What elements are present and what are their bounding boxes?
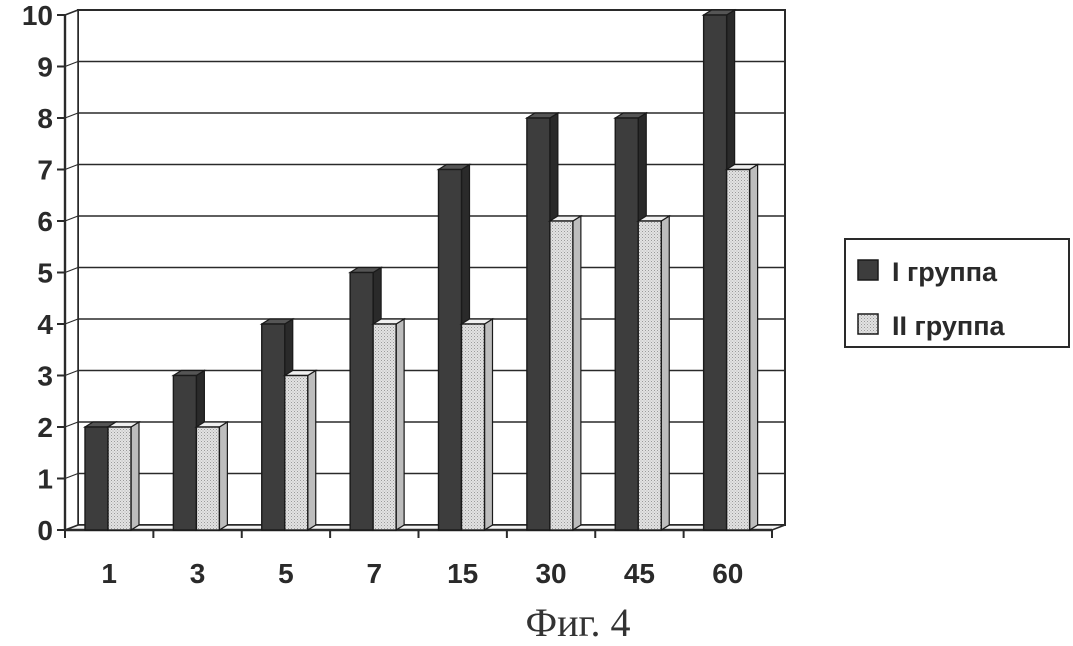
legend-label-series-2: II группа bbox=[892, 311, 1006, 341]
bar-side bbox=[308, 371, 316, 531]
x-tick-label: 30 bbox=[535, 558, 566, 589]
x-tick-label: 1 bbox=[101, 558, 117, 589]
legend-swatch-series-2 bbox=[858, 314, 878, 334]
bar-front bbox=[527, 118, 550, 530]
y-tick-label: 7 bbox=[37, 155, 53, 186]
x-tick-label: 45 bbox=[624, 558, 655, 589]
bar-side bbox=[573, 216, 581, 530]
bar bbox=[727, 165, 758, 531]
x-tick-label: 15 bbox=[447, 558, 478, 589]
figure-caption: Фиг. 4 bbox=[526, 600, 631, 645]
bar-front bbox=[285, 376, 308, 531]
legend: I группа II группа bbox=[845, 239, 1069, 347]
bar-front bbox=[196, 427, 219, 530]
bar bbox=[550, 216, 581, 530]
bar-front bbox=[462, 324, 485, 530]
bar-front bbox=[350, 273, 373, 531]
bar-side bbox=[396, 319, 404, 530]
y-tick-label: 4 bbox=[37, 309, 53, 340]
bar-front bbox=[727, 170, 750, 531]
plot-area bbox=[57, 10, 785, 538]
bar bbox=[462, 319, 493, 530]
legend-swatch-series-1 bbox=[858, 260, 878, 280]
y-tick-label: 10 bbox=[22, 0, 53, 31]
bar-side bbox=[131, 422, 139, 530]
bar-front bbox=[550, 221, 573, 530]
bar-front bbox=[638, 221, 661, 530]
bar-front bbox=[704, 15, 727, 530]
bar-side bbox=[485, 319, 493, 530]
bar-front bbox=[615, 118, 638, 530]
y-tick-label: 3 bbox=[37, 361, 53, 392]
bar-front bbox=[373, 324, 396, 530]
bar-side bbox=[661, 216, 669, 530]
y-tick-label: 8 bbox=[37, 103, 53, 134]
bar-front bbox=[439, 170, 462, 531]
y-tick-label: 9 bbox=[37, 52, 53, 83]
x-tick-label: 7 bbox=[367, 558, 383, 589]
bar-front bbox=[173, 376, 196, 531]
legend-label-series-1: I группа bbox=[892, 257, 998, 287]
bar bbox=[373, 319, 404, 530]
y-tick-label: 0 bbox=[37, 515, 53, 546]
bar-front bbox=[85, 427, 108, 530]
x-tick-label: 3 bbox=[190, 558, 206, 589]
x-tick-label: 5 bbox=[278, 558, 294, 589]
bar-side bbox=[750, 165, 758, 531]
bar-front bbox=[108, 427, 131, 530]
bar bbox=[108, 422, 139, 530]
y-tick-label: 1 bbox=[37, 464, 53, 495]
bar-front bbox=[262, 324, 285, 530]
bar bbox=[285, 371, 316, 531]
bar-side bbox=[219, 422, 227, 530]
bar bbox=[196, 422, 227, 530]
bar bbox=[638, 216, 669, 530]
y-tick-label: 5 bbox=[37, 258, 53, 289]
y-tick-label: 2 bbox=[37, 412, 53, 443]
y-tick-label: 6 bbox=[37, 206, 53, 237]
x-tick-label: 60 bbox=[712, 558, 743, 589]
